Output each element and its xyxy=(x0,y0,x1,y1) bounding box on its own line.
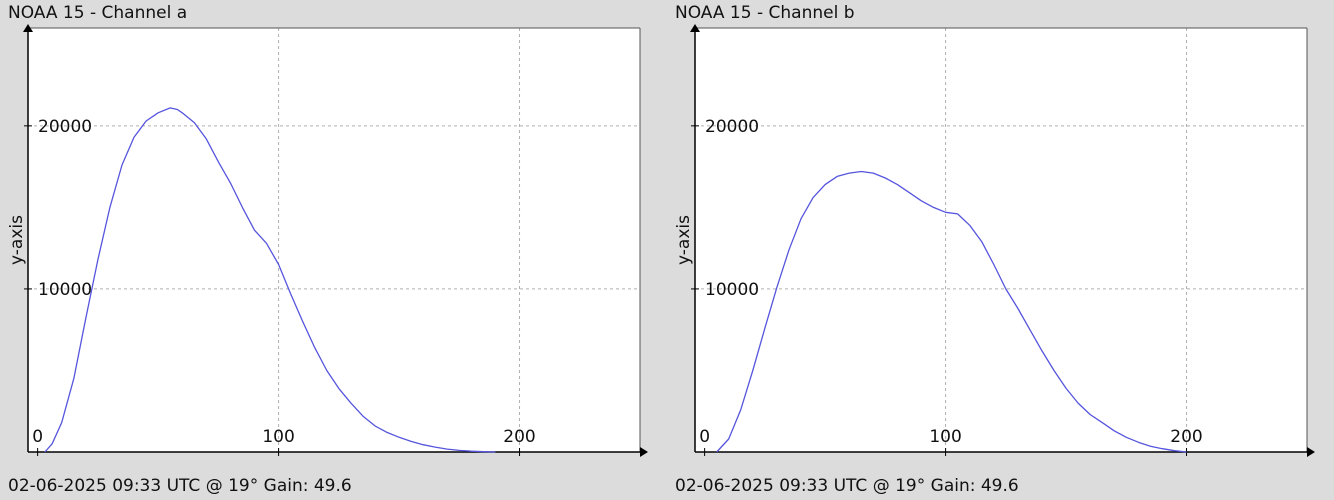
chart-title: NOAA 15 - Channel a xyxy=(8,3,188,23)
chart-title: NOAA 15 - Channel b xyxy=(675,3,855,23)
plot-area xyxy=(695,28,1307,452)
y-axis-arrow xyxy=(690,24,700,32)
x-tick-label: 0 xyxy=(32,427,43,447)
chart-footer: 02-06-2025 09:33 UTC @ 19° Gain: 49.6 xyxy=(675,476,1019,496)
series-line xyxy=(716,170,1187,453)
chart-panel-channel-b: NOAA 15 - Channel b 0 100 200 10000 20000 y-a… xyxy=(667,0,1334,500)
y-axis-label: y-axis xyxy=(7,215,27,265)
chart-plot: 0 100 200 10000 20000 y-axis xyxy=(7,24,648,457)
chart-footer: 02-06-2025 09:33 UTC @ 19° Gain: 49.6 xyxy=(8,476,352,496)
chart-panel-channel-a: NOAA 15 - Channel a 0 100 200 10000 20000 y-a… xyxy=(7,3,648,496)
x-axis-arrow xyxy=(640,447,648,457)
x-tick-label: 0 xyxy=(699,427,710,447)
x-tick-label: 100 xyxy=(262,427,294,447)
y-tick-label: 20000 xyxy=(705,117,759,137)
y-tick-label: 10000 xyxy=(38,280,92,300)
chart-plot: 0 100 200 10000 20000 y-axis xyxy=(674,24,1315,457)
series-line xyxy=(44,107,496,453)
y-axis-arrow xyxy=(23,24,33,32)
x-tick-label: 200 xyxy=(503,427,535,447)
y-tick-label: 20000 xyxy=(38,117,92,137)
x-tick-label: 100 xyxy=(929,427,961,447)
x-tick-label: 200 xyxy=(1170,427,1202,447)
y-tick-label: 10000 xyxy=(705,280,759,300)
y-axis-label: y-axis xyxy=(674,215,694,265)
plot-area xyxy=(28,28,640,452)
x-axis-arrow xyxy=(1307,447,1315,457)
